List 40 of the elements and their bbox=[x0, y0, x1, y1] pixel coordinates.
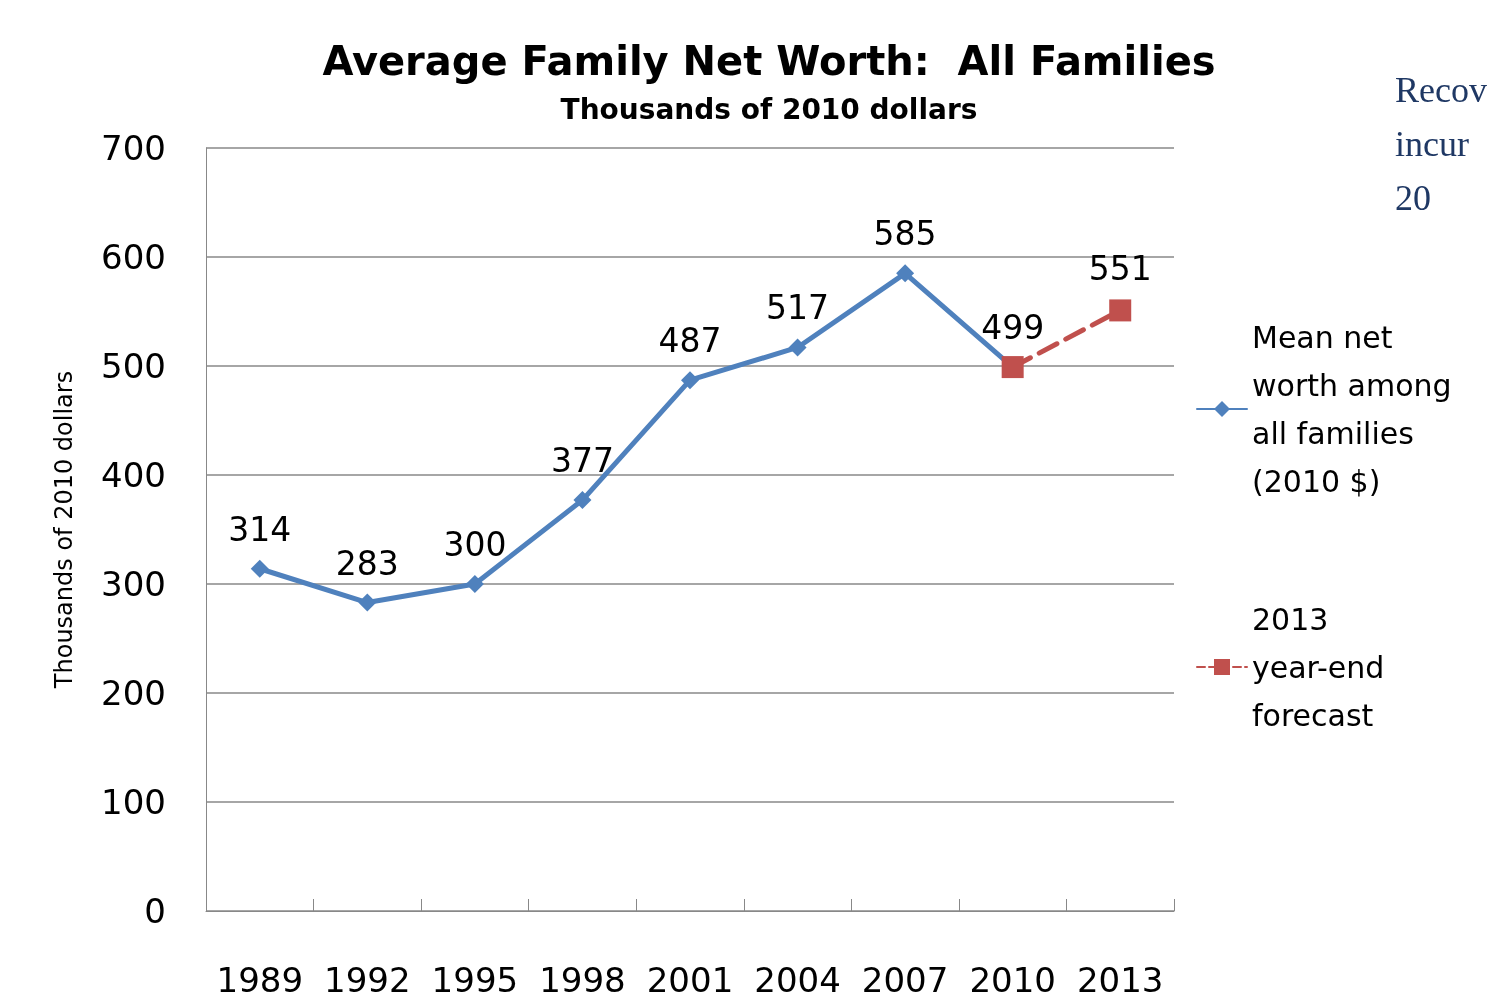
x-tick-label: 2010 bbox=[969, 960, 1056, 1000]
y-axis-title: Thousands of 2010 dollars bbox=[50, 370, 78, 690]
data-label: 300 bbox=[443, 525, 507, 564]
data-label: 377 bbox=[550, 441, 614, 481]
point bbox=[681, 371, 699, 390]
point bbox=[1109, 299, 1132, 322]
data-label: 499 bbox=[981, 308, 1045, 348]
data-label: 487 bbox=[658, 321, 722, 361]
x-tick-label: 1989 bbox=[216, 960, 304, 1000]
y-tick-label: 300 bbox=[101, 564, 166, 604]
point bbox=[358, 593, 377, 612]
x-tick-label: 2007 bbox=[861, 960, 949, 1000]
point bbox=[250, 559, 269, 578]
legend-label: Mean net worth among all families (2010 $) bbox=[1252, 319, 1462, 499]
y-tick-label: 600 bbox=[101, 237, 166, 277]
x-tick-label: 2004 bbox=[754, 960, 841, 1000]
y-tick-label: 400 bbox=[101, 455, 166, 495]
y-tick-label: 700 bbox=[101, 128, 166, 168]
y-tick-label: 0 bbox=[144, 891, 166, 931]
data-label: 517 bbox=[766, 288, 830, 328]
x-tick-label: 2001 bbox=[646, 960, 734, 1000]
point bbox=[465, 575, 484, 593]
y-tick-label: 100 bbox=[101, 782, 166, 822]
point bbox=[788, 338, 807, 357]
data-label: 551 bbox=[1088, 249, 1152, 289]
point bbox=[896, 264, 915, 283]
x-tick-label: 2013 bbox=[1076, 960, 1164, 1000]
point bbox=[573, 491, 592, 510]
chart-title: Average Family Net Worth: All Families bbox=[322, 38, 1216, 84]
x-tick-label: 1992 bbox=[324, 960, 411, 1000]
x-tick-label: 1995 bbox=[431, 960, 519, 1000]
chart-subtitle: Thousands of 2010 dollars bbox=[560, 92, 978, 126]
legend-label: 2013 year-end forecast bbox=[1252, 601, 1394, 733]
text: Recov incur 20 bbox=[1395, 70, 1487, 218]
y-tick-label: 500 bbox=[101, 346, 166, 386]
y-tick-label: 200 bbox=[101, 673, 166, 713]
data-label: 314 bbox=[228, 509, 292, 549]
x-tick-label: 1998 bbox=[539, 960, 626, 1000]
data-label: 283 bbox=[335, 543, 399, 583]
data-label: 585 bbox=[873, 214, 937, 254]
